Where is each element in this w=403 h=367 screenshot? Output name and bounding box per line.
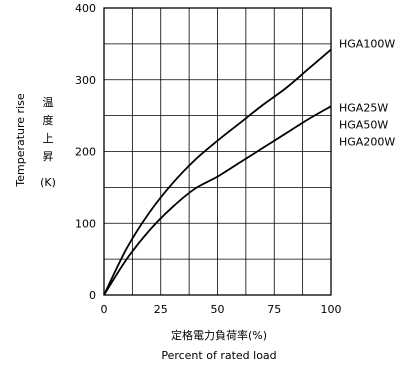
x-tick-label: 100 [321, 303, 342, 316]
series-label: HGA100W [339, 38, 395, 51]
y-tick-label: 300 [75, 74, 96, 87]
y-axis-label-ja-2: 度 [43, 113, 54, 127]
y-axis-label-en: Temperature rise [14, 93, 27, 187]
series-labels: HGA100W HGA25W HGA50W HGA200W [339, 38, 395, 149]
plot-frame [103, 7, 332, 296]
x-tick-label: 50 [211, 303, 225, 316]
y-tick-label: 200 [75, 146, 96, 159]
x-axis-label-ja: 定格電力負荷率(%) [171, 328, 267, 342]
x-tick-label: 75 [267, 303, 281, 316]
x-tick-label: 0 [101, 303, 108, 316]
series-label: HGA25W [339, 101, 388, 114]
y-tick-label: 100 [75, 217, 96, 230]
series-group [103, 48, 332, 296]
y-tick-label: 0 [89, 289, 96, 302]
series-line-1 [103, 48, 332, 296]
y-axis-unit: (K) [40, 176, 56, 189]
y-tick-label: 400 [75, 2, 96, 15]
x-tick-label: 25 [154, 303, 168, 316]
y-axis-label-ja-3: 上 [43, 132, 54, 145]
series-label: HGA200W [339, 135, 395, 148]
series-line-2 [103, 105, 332, 296]
series-label: HGA50W [339, 118, 388, 131]
x-axis-label-en: Percent of rated load [161, 349, 276, 362]
y-axis-label-ja-1: 温 [43, 96, 54, 109]
y-axis-label-ja-4: 昇 [43, 150, 54, 163]
tick-labels: 0 25 50 75 100 0 100 200 300 400 [75, 2, 342, 316]
grid [103, 7, 332, 296]
